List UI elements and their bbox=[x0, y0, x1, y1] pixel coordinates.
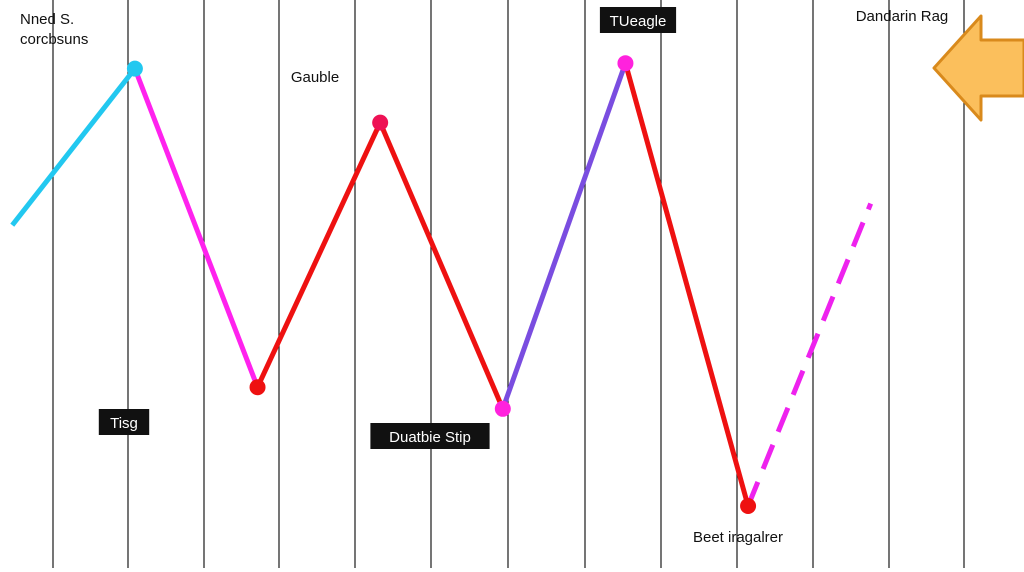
data-point-labels: Nned S. corcbsuns Tisg Gauble Duatbie Stip TU… bbox=[20, 7, 783, 546]
data-label: Gauble bbox=[291, 69, 339, 86]
series-segment bbox=[745, 202, 874, 507]
series-segment bbox=[377, 121, 506, 410]
annotation-group: Dandarin Rag bbox=[856, 8, 1024, 122]
data-label-box bbox=[599, 7, 677, 33]
data-label-box bbox=[98, 409, 150, 435]
left-arrow-icon bbox=[932, 14, 1024, 122]
data-label: TUeagle bbox=[610, 13, 667, 30]
data-point bbox=[494, 400, 511, 417]
series-segment bbox=[500, 62, 628, 410]
series-lines bbox=[10, 62, 874, 507]
data-point bbox=[372, 114, 389, 131]
data-point bbox=[617, 55, 634, 72]
data-point bbox=[740, 498, 757, 514]
vertical-gridlines bbox=[52, 0, 965, 568]
data-label: Beet iragalrer bbox=[693, 529, 783, 546]
data-point bbox=[249, 379, 266, 396]
data-label: Tisg bbox=[110, 415, 138, 432]
data-label: Duatbie Stip bbox=[389, 429, 471, 446]
series-segment bbox=[132, 67, 260, 389]
annotation-label: Dandarin Rag bbox=[856, 8, 949, 25]
data-point-markers bbox=[126, 55, 757, 514]
series-segment bbox=[255, 121, 383, 389]
data-label: Nned S. bbox=[20, 11, 74, 28]
data-label-box bbox=[370, 423, 490, 449]
series-segment bbox=[10, 67, 137, 227]
data-label: corcbsuns bbox=[20, 31, 88, 48]
data-point bbox=[126, 60, 143, 77]
series-segment bbox=[623, 62, 751, 507]
